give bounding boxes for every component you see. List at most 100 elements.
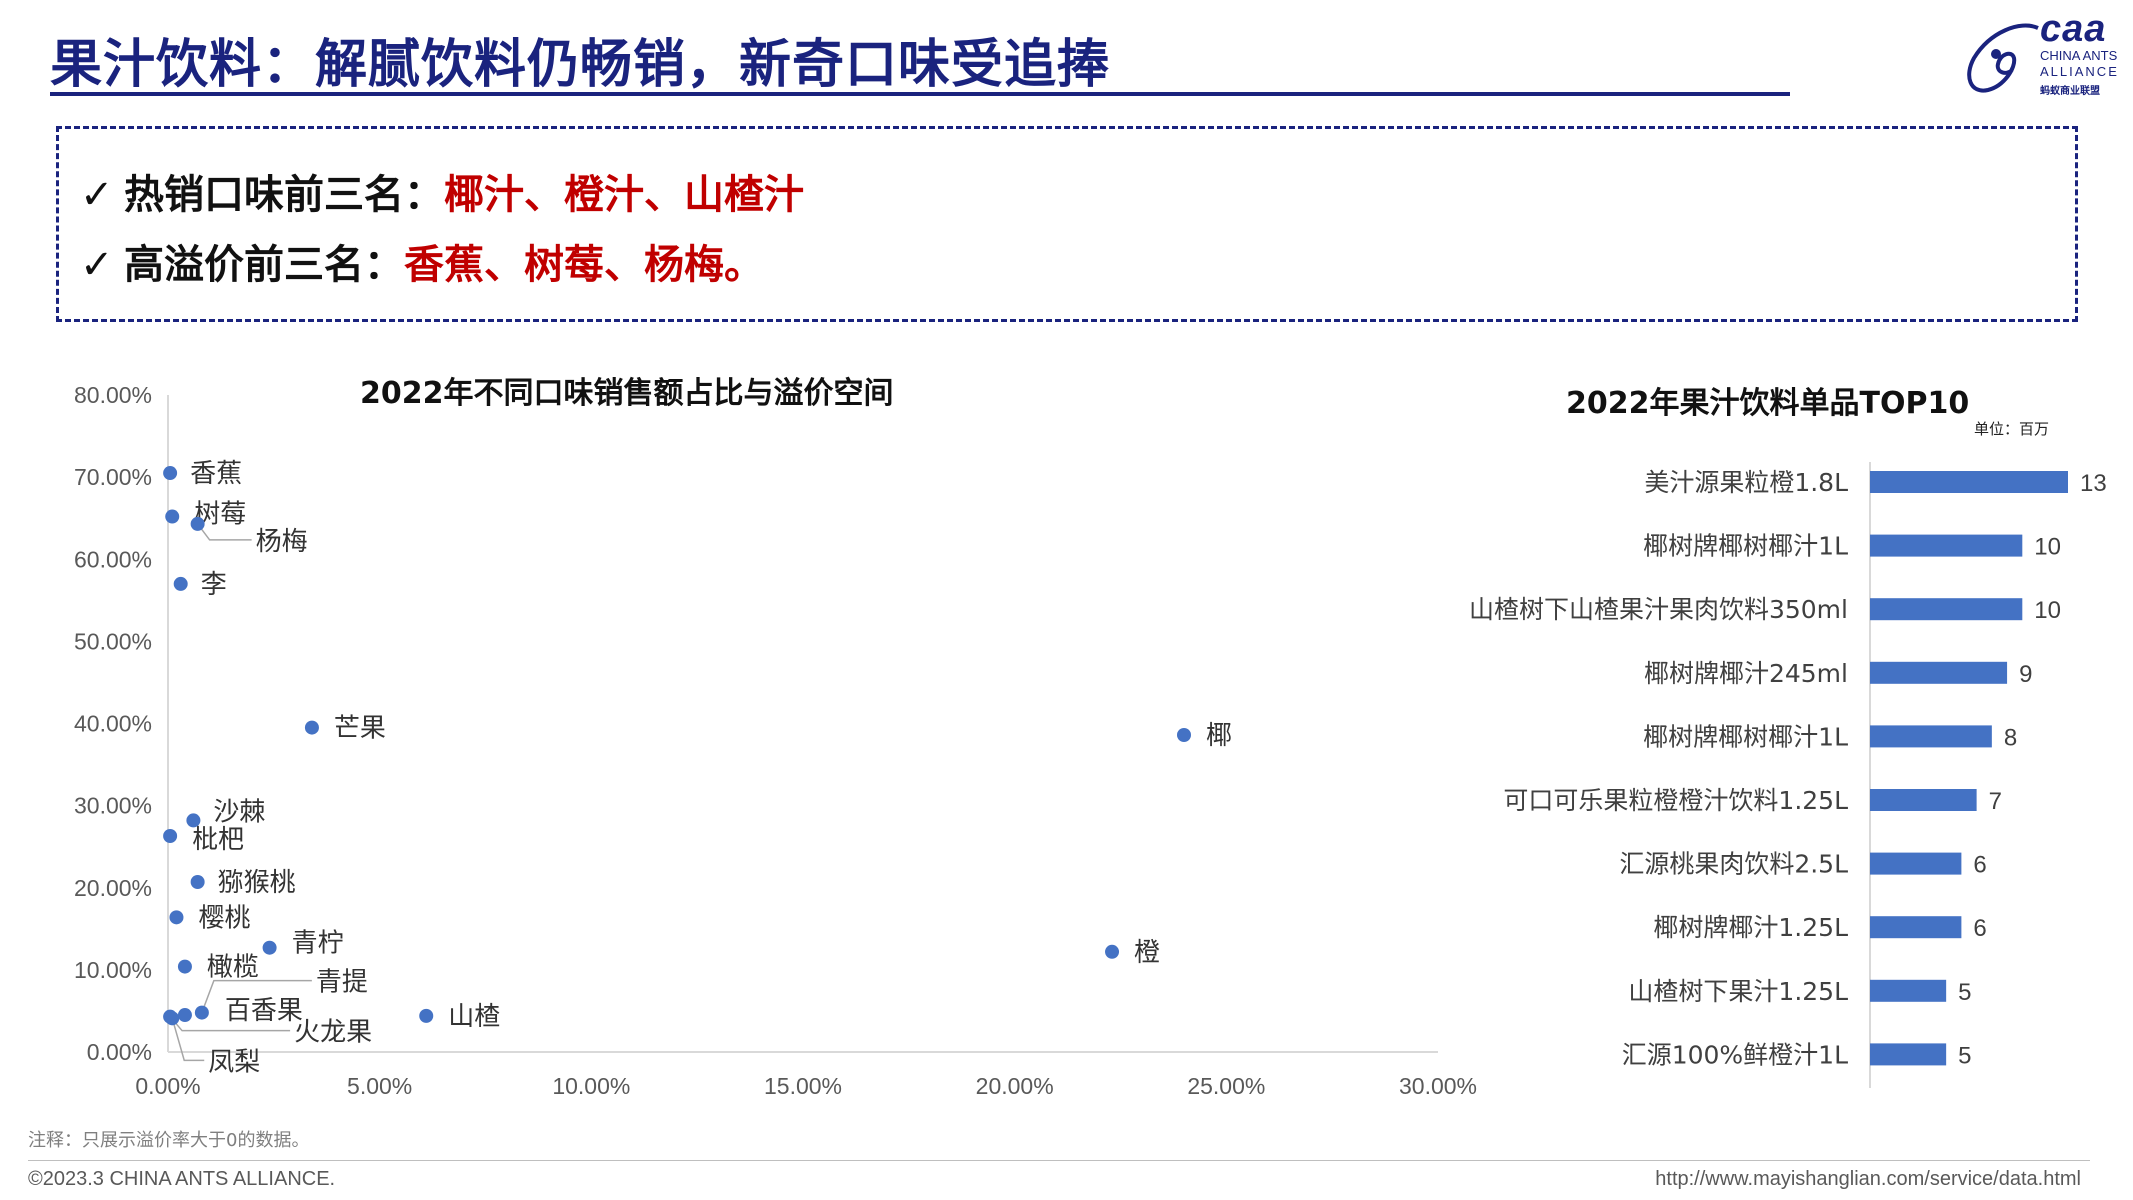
scatter-leader-line <box>201 979 312 1013</box>
scatter-point <box>177 959 192 974</box>
scatter-point <box>190 875 205 890</box>
scatter-point <box>173 576 188 591</box>
bar-mark <box>1870 661 2008 684</box>
scatter-point-label: 山楂 <box>448 1002 500 1032</box>
bar-mark <box>1870 534 2023 557</box>
scatter-point-label: 青提 <box>316 968 368 998</box>
bar-chart-unit: 单位：百万 <box>1974 420 2050 438</box>
scatter-y-tick-label: 30.00% <box>74 793 152 819</box>
bar-category-label: 汇源桃果肉饮料2.5L <box>1619 850 1848 879</box>
footer-divider <box>28 1160 2090 1161</box>
scatter-point-label: 青柠 <box>292 929 344 959</box>
scatter-point <box>169 910 184 925</box>
bar-value-label: 5 <box>1958 1042 1971 1069</box>
bar-value-label: 6 <box>1973 915 1986 942</box>
bar-mark <box>1870 725 1992 748</box>
highlight-label: 热销口味前三名： <box>124 172 444 218</box>
highlight-box <box>56 126 2078 322</box>
scatter-point <box>194 1005 209 1020</box>
caa-logo-icon <box>1967 23 2039 93</box>
bar-category-label: 椰树牌椰汁245ml <box>1644 659 1848 688</box>
bar-value-label: 10 <box>2034 597 2061 624</box>
scatter-chart-title: 2022年不同口味销售额占比与溢价空间 <box>360 376 894 411</box>
bar-category-label: 椰树牌椰树椰汁1L <box>1643 532 1848 561</box>
footer-url[interactable]: http://www.mayishanglian.com/service/dat… <box>1655 1168 2081 1190</box>
scatter-point-label: 樱桃 <box>198 903 250 933</box>
scatter-point <box>186 813 201 828</box>
scatter-point <box>1177 727 1191 742</box>
scatter-x-tick-label: 20.00% <box>976 1073 1054 1099</box>
bar-category-label: 椰树牌椰树椰汁1L <box>1643 722 1848 751</box>
scatter-y-tick-label: 20.00% <box>74 875 152 901</box>
title-divider <box>50 92 1790 96</box>
scatter-leader-line <box>171 1018 205 1062</box>
scatter-point <box>165 1011 180 1026</box>
scatter-point-label: 百香果 <box>225 996 303 1026</box>
scatter-point <box>419 1008 434 1023</box>
scatter-point-label: 香蕉 <box>190 459 242 489</box>
scatter-point-label: 杨梅 <box>256 527 308 557</box>
scatter-point-label: 李 <box>201 570 227 600</box>
chart-note: 注释：只展示溢价率大于0的数据。 <box>28 1130 310 1151</box>
highlight-line-premium: ✓ 高溢价前三名：香蕉、树莓、杨梅。 <box>80 232 764 290</box>
scatter-y-tick-label: 70.00% <box>74 464 152 490</box>
scatter-y-tick-label: 0.00% <box>87 1039 152 1065</box>
scatter-x-tick-label: 10.00% <box>552 1073 630 1099</box>
bar-value-label: 13 <box>2080 470 2107 497</box>
scatter-point-label: 火龙果 <box>294 1018 372 1048</box>
scatter-point <box>165 509 180 524</box>
bar-value-label: 6 <box>1973 852 1986 879</box>
bar-mark <box>1870 852 1962 875</box>
bar-category-label: 美汁源果粒橙1.8L <box>1644 468 1848 497</box>
highlight-value: 香蕉、树莓、杨梅。 <box>404 242 764 288</box>
bar-category-label: 可口可乐果粒橙橙汁饮料1.25L <box>1503 786 1848 815</box>
scatter-x-tick-label: 30.00% <box>1399 1073 1477 1099</box>
check-icon: ✓ <box>80 242 114 288</box>
highlight-value: 椰汁、橙汁、山楂汁 <box>444 172 804 218</box>
scatter-point <box>1105 944 1120 959</box>
logo-line-2: ALLIANCE <box>2040 64 2119 79</box>
logo-wordmark: caa <box>2040 8 2107 50</box>
scatter-point <box>163 466 178 481</box>
bar-value-label: 7 <box>1989 788 2002 815</box>
bar-value-label: 9 <box>2019 661 2032 688</box>
bar-value-label: 8 <box>2004 724 2017 751</box>
bar-mark <box>1870 471 2068 493</box>
highlight-label: 高溢价前三名： <box>124 242 404 288</box>
scatter-point <box>163 829 178 844</box>
scatter-point <box>262 940 277 955</box>
bar-mark <box>1870 598 2023 621</box>
bar-category-label: 山楂树下山楂果汁果肉饮料350ml <box>1469 595 1848 624</box>
scatter-point-label: 凤梨 <box>208 1047 260 1077</box>
scatter-point-label: 枇杷 <box>192 825 244 855</box>
scatter-x-tick-label: 5.00% <box>347 1073 412 1099</box>
footer-copyright: ©2023.3 CHINA ANTS ALLIANCE. <box>28 1168 336 1190</box>
scatter-x-tick-label: 0.00% <box>135 1073 200 1099</box>
bar-mark <box>1870 789 1977 811</box>
logo-line-3: 蚂蚁商业联盟 <box>2040 86 2100 97</box>
bar-category-label: 山楂树下果汁1.25L <box>1628 977 1848 1006</box>
scatter-point-label: 橄榄 <box>207 953 259 983</box>
scatter-point <box>190 516 205 531</box>
logo-line-1: CHINA ANTS <box>2040 48 2118 63</box>
scatter-point <box>177 1008 192 1023</box>
scatter-x-tick-label: 25.00% <box>1187 1073 1265 1099</box>
check-icon: ✓ <box>80 172 114 218</box>
scatter-x-tick-label: 15.00% <box>764 1073 842 1099</box>
scatter-point-label: 芒果 <box>334 714 386 744</box>
highlight-line-hot-flavors: ✓ 热销口味前三名：椰汁、橙汁、山楂汁 <box>80 162 804 220</box>
scatter-point <box>304 720 319 735</box>
bar-mark <box>1870 979 1947 1002</box>
bar-category-label: 椰树牌椰汁1.25L <box>1653 913 1848 942</box>
bar-chart-title: 2022年果汁饮料单品TOP10 <box>1566 386 1970 421</box>
scatter-y-tick-label: 50.00% <box>74 628 152 654</box>
scatter-y-tick-label: 40.00% <box>74 711 152 737</box>
bar-mark <box>1870 1043 1947 1066</box>
scatter-y-tick-label: 10.00% <box>74 957 152 983</box>
scatter-y-tick-label: 60.00% <box>74 546 152 572</box>
bar-value-label: 10 <box>2034 534 2061 561</box>
page-title: 果汁饮料：解腻饮料仍畅销，新奇口味受追捧 <box>50 35 1111 95</box>
bar-value-label: 5 <box>1958 979 1971 1006</box>
bar-category-label: 汇源100%鲜橙汁1L <box>1622 1040 1848 1069</box>
scatter-y-tick-label: 80.00% <box>74 382 152 408</box>
